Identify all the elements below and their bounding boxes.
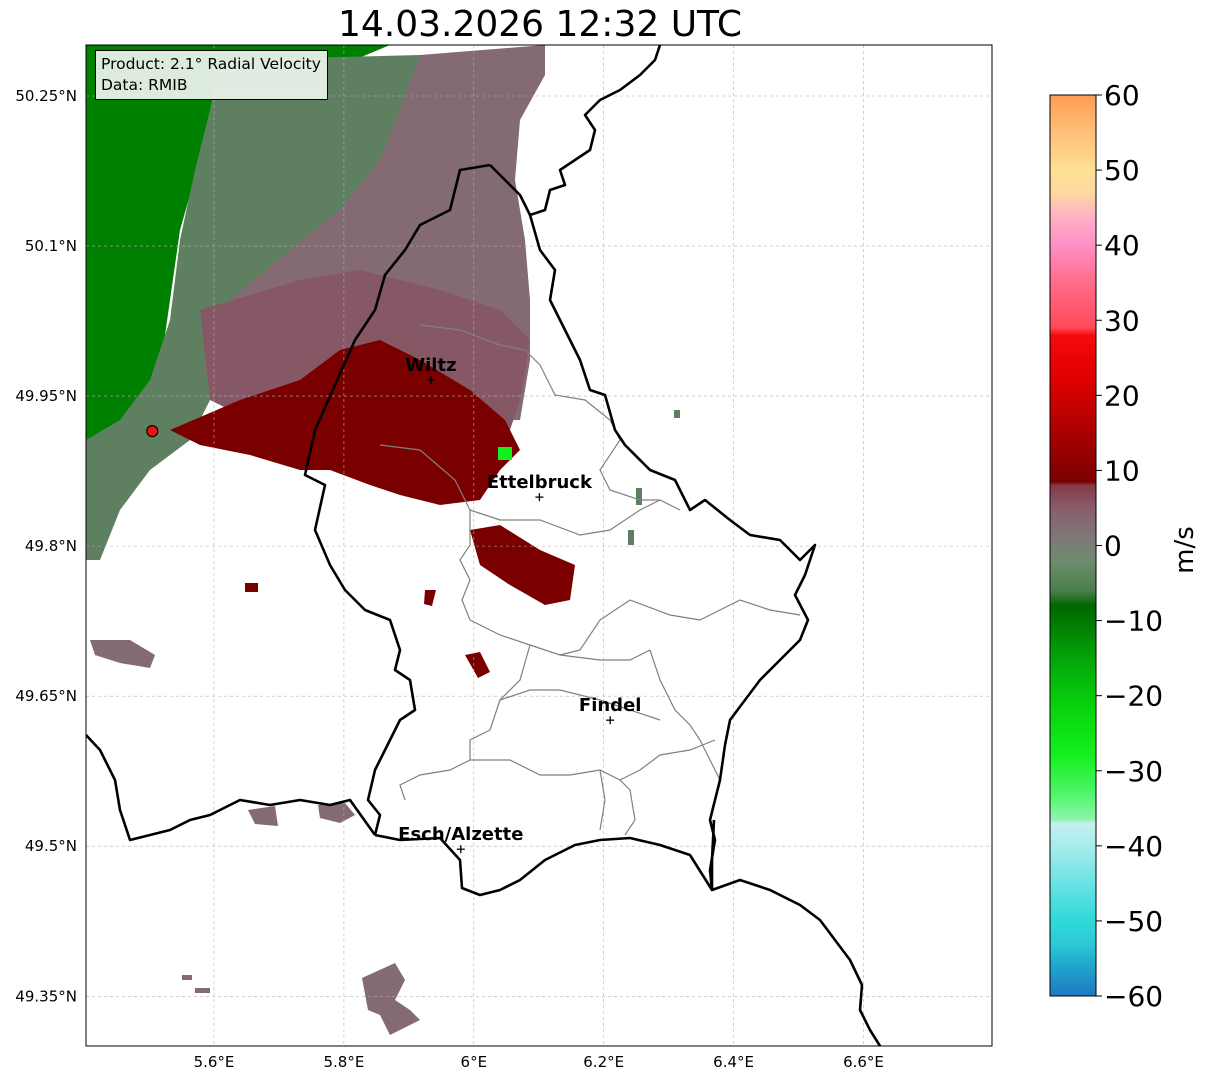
border-lux-france: [374, 833, 882, 1046]
echo-gray-east: [628, 410, 680, 545]
colorbar-tick-label: −20: [1104, 680, 1163, 713]
echo-dark-red-core: [170, 340, 520, 505]
colorbar-tick-label: −50: [1104, 905, 1163, 938]
latitude-axis: 50.25°N 50.1°N 49.95°N 49.8°N 49.65°N 49.5°N 4…: [15, 87, 77, 1005]
product-label: Product: 2.1° Radial Velocity: [101, 55, 321, 73]
lat-tick-label: 50.1°N: [25, 237, 77, 255]
colorbar-tick-label: 40: [1104, 229, 1140, 262]
colorbar-tick-label: −30: [1104, 755, 1163, 788]
colorbar-tick-label: 60: [1104, 79, 1140, 112]
city-label: Wiltz: [405, 355, 456, 376]
echo-gray-west: [90, 640, 155, 668]
border-lux-germany: [489, 45, 817, 891]
echo-green-west: [86, 45, 390, 460]
colorbar: 60 50 40 30 20 10 0 −10 −20 −30 −40 −50 −60: [1049, 79, 1163, 1013]
colorbar-tick-label: 0: [1104, 530, 1122, 563]
colorbar-unit-label: m/s: [1165, 520, 1205, 580]
colorbar-tick-label: 10: [1104, 454, 1140, 487]
echo-gray-south3: [248, 806, 278, 826]
colorbar-tick-label: −40: [1104, 830, 1163, 863]
echo-gray-south1: [362, 963, 420, 1035]
city-wiltz: Wiltz: [405, 355, 457, 385]
longitude-axis: 5.6°E 5.8°E 6°E 6.2°E 6.4°E 6.6°E: [194, 1053, 884, 1071]
district-borders: [379, 324, 801, 836]
colorbar-tick-label: −60: [1104, 980, 1163, 1013]
colorbar-tick-label: −10: [1104, 605, 1163, 638]
colorbar-unit-text: m/s: [1170, 526, 1200, 574]
colorbar-tick-label: 50: [1104, 154, 1140, 187]
lat-tick-label: 49.8°N: [25, 537, 77, 555]
city-label: Esch/Alzette: [398, 824, 523, 845]
colorbar-tick-label: 30: [1104, 304, 1140, 337]
echo-gray-south2: [318, 803, 355, 823]
lon-tick-label: 6.4°E: [713, 1053, 754, 1071]
lon-tick-label: 5.6°E: [194, 1053, 235, 1071]
lat-tick-label: 49.65°N: [15, 687, 77, 705]
lon-tick-label: 5.8°E: [323, 1053, 364, 1071]
lat-tick-label: 49.5°N: [25, 837, 77, 855]
lon-tick-label: 6.2°E: [583, 1053, 624, 1071]
lat-tick-label: 49.95°N: [15, 387, 77, 405]
colorbar-gradient: [1050, 95, 1096, 996]
echo-dark-red-east: [470, 525, 575, 605]
national-borders: [86, 45, 882, 1046]
colorbar-ticks: 60 50 40 30 20 10 0 −10 −20 −30 −40 −50 −60: [1096, 79, 1163, 1013]
map-title: 14.03.2026 12:32 UTC: [337, 4, 743, 45]
product-info-box: Product: 2.1° Radial Velocity Data: RMIB: [95, 50, 328, 100]
data-source-label: Data: RMIB: [101, 76, 188, 94]
radar-echoes: [86, 45, 680, 1035]
echo-red-spot1: [245, 583, 258, 592]
city-label: Ettelbruck: [487, 472, 593, 493]
echo-green-spot: [498, 447, 512, 460]
city-findel: Findel: [579, 695, 642, 725]
colorbar-tick-label: 20: [1104, 379, 1140, 412]
city-markers: Wiltz Ettelbruck Findel Esch/Alzette: [398, 355, 642, 854]
border-river-east: [710, 819, 716, 890]
map-frame: [85, 44, 993, 1047]
city-label: Findel: [579, 695, 642, 716]
city-esch-alzette: Esch/Alzette: [398, 824, 523, 854]
lat-tick-label: 50.25°N: [15, 87, 77, 105]
echo-dark-red-small2: [424, 590, 436, 606]
border-belgium-france: [86, 734, 377, 842]
border-lux-belgium: [303, 163, 491, 836]
echo-gray-sw: [182, 975, 210, 993]
lon-tick-label: 6.6°E: [843, 1053, 884, 1071]
echo-dark-red-small1: [465, 652, 490, 678]
radar-site-marker: [146, 425, 159, 438]
lat-tick-label: 49.35°N: [15, 987, 77, 1005]
lon-tick-label: 6°E: [461, 1053, 488, 1071]
city-ettelbruck: Ettelbruck: [487, 472, 593, 502]
map-area[interactable]: Wiltz Ettelbruck Findel Esch/Alzette: [86, 45, 992, 1046]
